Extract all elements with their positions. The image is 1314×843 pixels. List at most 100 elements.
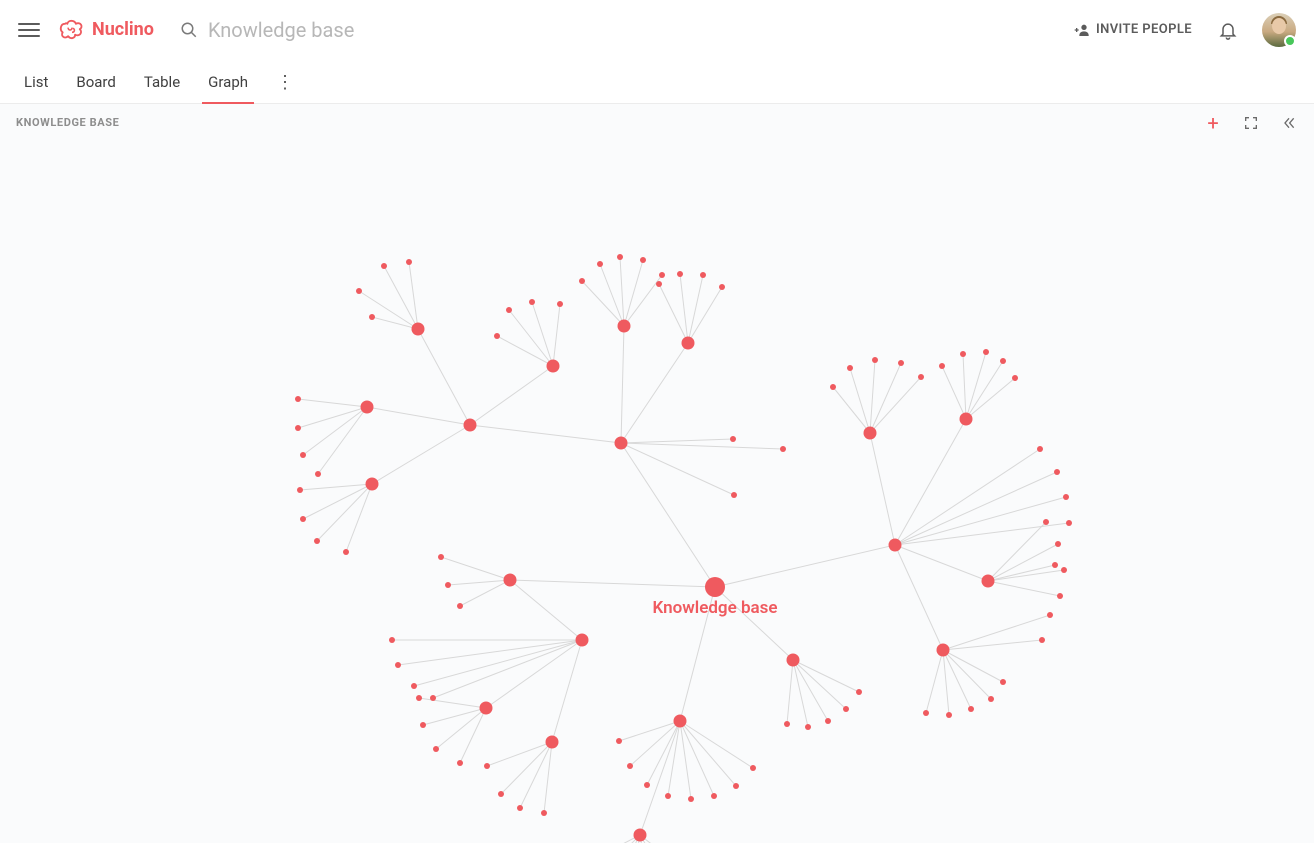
graph-node[interactable]: [1063, 494, 1069, 500]
graph-node[interactable]: [1066, 520, 1072, 526]
graph-node[interactable]: [480, 702, 493, 715]
graph-node[interactable]: [546, 736, 559, 749]
graph-node[interactable]: [898, 360, 904, 366]
graph-node[interactable]: [1061, 567, 1067, 573]
graph-node[interactable]: [361, 401, 374, 414]
graph-node[interactable]: [576, 634, 589, 647]
graph-node[interactable]: [529, 299, 535, 305]
tab-table[interactable]: Table: [144, 73, 180, 103]
graph-node[interactable]: [1054, 469, 1060, 475]
graph-node[interactable]: [420, 722, 426, 728]
graph-node[interactable]: [314, 538, 320, 544]
graph-node[interactable]: [597, 261, 603, 267]
graph-node[interactable]: [412, 323, 425, 336]
graph-node[interactable]: [923, 710, 929, 716]
graph-node[interactable]: [416, 695, 422, 701]
graph-node[interactable]: [430, 695, 436, 701]
graph-node[interactable]: [1039, 637, 1045, 643]
graph-node[interactable]: [300, 452, 306, 458]
graph-node[interactable]: [627, 763, 633, 769]
graph-node[interactable]: [946, 712, 952, 718]
graph-node[interactable]: [983, 349, 989, 355]
graph-node[interactable]: [677, 271, 683, 277]
graph-node[interactable]: [457, 603, 463, 609]
graph-node[interactable]: [494, 333, 500, 339]
graph-node[interactable]: [438, 554, 444, 560]
invite-people-button[interactable]: INVITE PEOPLE: [1074, 22, 1192, 38]
graph-node[interactable]: [395, 662, 401, 668]
graph-node[interactable]: [784, 721, 790, 727]
tab-graph[interactable]: Graph: [208, 73, 248, 103]
graph-node[interactable]: [682, 337, 695, 350]
graph-node[interactable]: [889, 539, 902, 552]
graph-node[interactable]: [579, 278, 585, 284]
graph-node[interactable]: [960, 413, 973, 426]
graph-node[interactable]: [1037, 446, 1043, 452]
graph-node[interactable]: [300, 516, 306, 522]
tabs-more-icon[interactable]: ⋮: [276, 72, 294, 103]
graph-node[interactable]: [464, 419, 477, 432]
graph-node[interactable]: [389, 637, 395, 643]
graph-node[interactable]: [406, 259, 412, 265]
tab-board[interactable]: Board: [76, 73, 115, 103]
graph-node[interactable]: [445, 582, 451, 588]
graph-node[interactable]: [665, 793, 671, 799]
graph-node[interactable]: [1000, 679, 1006, 685]
graph-node[interactable]: [315, 471, 321, 477]
menu-icon[interactable]: [18, 19, 40, 41]
graph-node[interactable]: [644, 782, 650, 788]
graph-node[interactable]: [856, 689, 862, 695]
notifications-icon[interactable]: [1218, 20, 1238, 40]
graph-node[interactable]: [847, 365, 853, 371]
graph-node[interactable]: [968, 706, 974, 712]
graph-node[interactable]: [618, 320, 631, 333]
graph-node[interactable]: [830, 384, 836, 390]
graph-node[interactable]: [343, 549, 349, 555]
graph-node[interactable]: [730, 436, 736, 442]
graph-node[interactable]: [805, 724, 811, 730]
graph-node[interactable]: [557, 301, 563, 307]
graph-node[interactable]: [295, 425, 301, 431]
graph-node[interactable]: [1000, 358, 1006, 364]
tab-list[interactable]: List: [24, 73, 48, 103]
graph-node[interactable]: [1052, 562, 1058, 568]
graph-node[interactable]: [517, 805, 523, 811]
user-avatar[interactable]: [1262, 13, 1296, 47]
graph-node[interactable]: [982, 575, 995, 588]
graph-node[interactable]: [825, 718, 831, 724]
graph-node[interactable]: [656, 281, 662, 287]
graph-node[interactable]: [616, 738, 622, 744]
graph-node[interactable]: [369, 314, 375, 320]
graph-node[interactable]: [541, 810, 547, 816]
graph-node[interactable]: [937, 644, 950, 657]
graph-node[interactable]: [864, 427, 877, 440]
graph-node[interactable]: [295, 396, 301, 402]
graph-node[interactable]: [731, 492, 737, 498]
graph-node[interactable]: [356, 288, 362, 294]
graph-node[interactable]: [918, 374, 924, 380]
graph-node[interactable]: [504, 574, 517, 587]
graph-node[interactable]: [411, 683, 417, 689]
graph-node[interactable]: [750, 765, 756, 771]
graph-node[interactable]: [659, 272, 665, 278]
brand-logo[interactable]: Nuclino: [58, 19, 154, 41]
graph-node[interactable]: [1055, 541, 1061, 547]
graph-node[interactable]: [787, 654, 800, 667]
graph-node[interactable]: [700, 272, 706, 278]
graph-node[interactable]: [1047, 612, 1053, 618]
graph-node[interactable]: [1043, 519, 1049, 525]
graph-node[interactable]: [988, 696, 994, 702]
graph-node[interactable]: [617, 254, 623, 260]
graph-node[interactable]: [872, 357, 878, 363]
graph-node[interactable]: [780, 446, 786, 452]
graph-node[interactable]: [484, 763, 490, 769]
graph-node[interactable]: [433, 746, 439, 752]
knowledge-graph[interactable]: Knowledge base: [0, 104, 1314, 843]
graph-node[interactable]: [733, 783, 739, 789]
graph-node[interactable]: [498, 791, 504, 797]
graph-node[interactable]: [547, 360, 560, 373]
graph-node[interactable]: [1012, 375, 1018, 381]
graph-node[interactable]: [615, 437, 628, 450]
graph-node[interactable]: [1057, 593, 1063, 599]
graph-node[interactable]: [634, 829, 647, 842]
